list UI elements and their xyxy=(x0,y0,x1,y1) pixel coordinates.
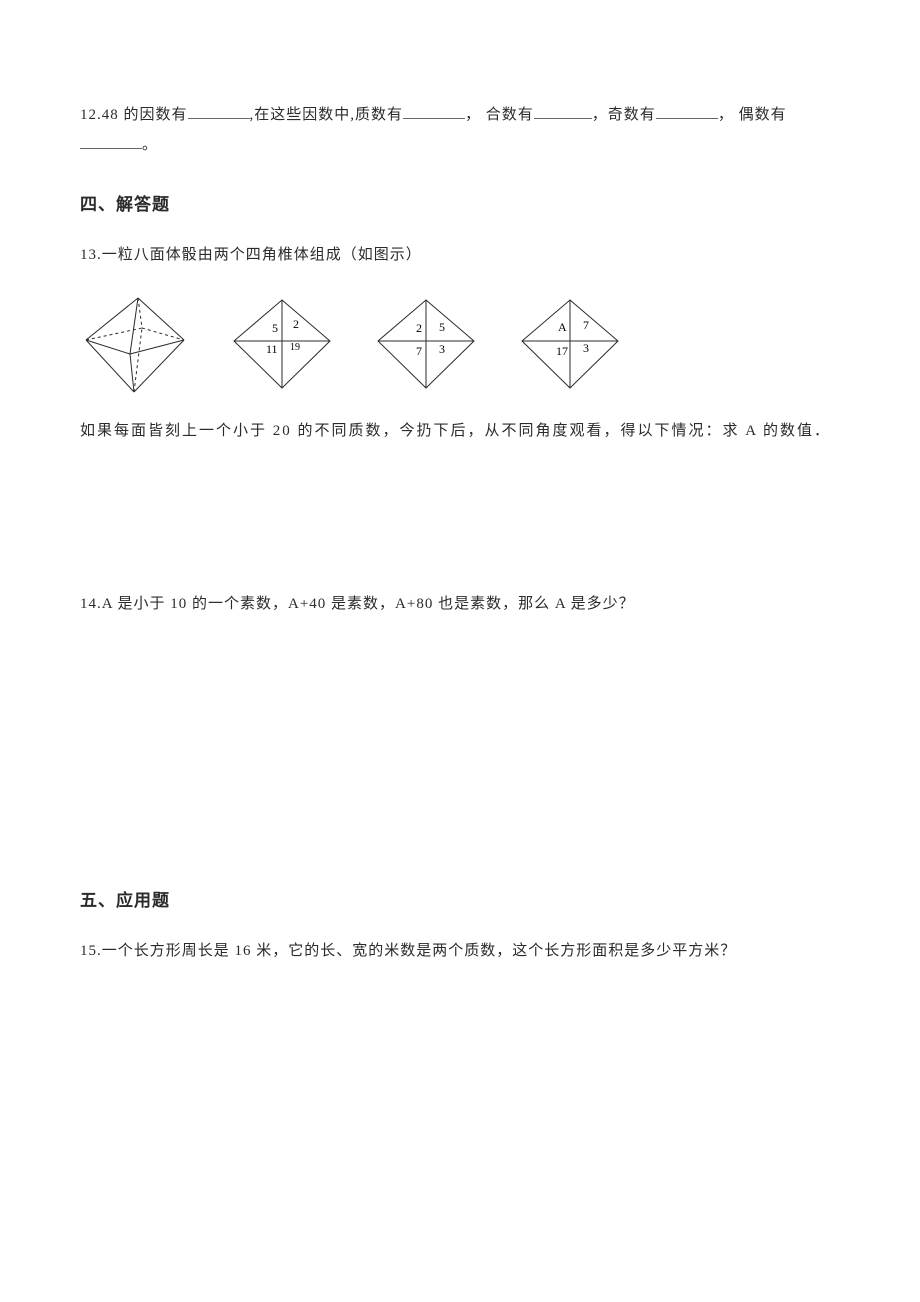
svg-text:11: 11 xyxy=(266,342,278,356)
q12-prefix: 12.48 的因数有 xyxy=(80,107,188,123)
svg-text:7: 7 xyxy=(416,344,422,358)
q12-seg4: ， 偶数有 xyxy=(718,107,787,123)
svg-text:7: 7 xyxy=(583,318,589,332)
octahedron-3d-icon xyxy=(80,292,190,397)
svg-text:A: A xyxy=(558,320,567,334)
question-12: 12.48 的因数有 ,在这些因数中,质数有 ， 合数有 ，奇数有 ， 偶数有 。 xyxy=(80,100,840,160)
svg-text:19: 19 xyxy=(290,342,300,353)
rhombus-4-icon: A 7 17 3 xyxy=(518,295,622,393)
svg-text:3: 3 xyxy=(439,342,445,356)
question-13-postfix: 如果每面皆刻上一个小于 20 的不同质数，今扔下后，从不同角度观看，得以下情况：… xyxy=(80,419,840,440)
svg-text:17: 17 xyxy=(556,344,568,358)
section-4-heading: 四、解答题 xyxy=(80,190,840,215)
blank-5 xyxy=(80,135,142,149)
question-13-prefix: 13.一粒八面体骰由两个四角椎体组成（如图示） xyxy=(80,241,840,270)
q12-seg2: ， 合数有 xyxy=(465,107,534,123)
q12-seg3: ，奇数有 xyxy=(592,107,656,123)
dice-figures-row: 5 2 11 19 2 5 7 3 A 7 17 3 xyxy=(80,292,840,397)
rhombus-3-icon: 2 5 7 3 xyxy=(374,295,478,393)
svg-text:5: 5 xyxy=(439,320,445,334)
q12-suffix: 。 xyxy=(142,137,158,153)
blank-2 xyxy=(403,105,465,119)
question-14: 14.A 是小于 10 的一个素数，A+40 是素数，A+80 也是素数，那么 … xyxy=(80,590,840,619)
question-15: 15.一个长方形周长是 16 米，它的长、宽的米数是两个质数，这个长方形面积是多… xyxy=(80,937,840,966)
blank-3 xyxy=(534,105,592,119)
rhombus-2-icon: 5 2 11 19 xyxy=(230,295,334,393)
blank-4 xyxy=(656,105,718,119)
section-5-heading: 五、应用题 xyxy=(80,886,840,911)
q12-seg1: ,在这些因数中,质数有 xyxy=(250,107,404,123)
blank-1 xyxy=(188,105,250,119)
svg-text:2: 2 xyxy=(416,321,422,335)
center-mark xyxy=(458,601,464,603)
svg-text:5: 5 xyxy=(272,321,278,335)
svg-text:3: 3 xyxy=(583,341,589,355)
svg-text:2: 2 xyxy=(293,317,299,331)
